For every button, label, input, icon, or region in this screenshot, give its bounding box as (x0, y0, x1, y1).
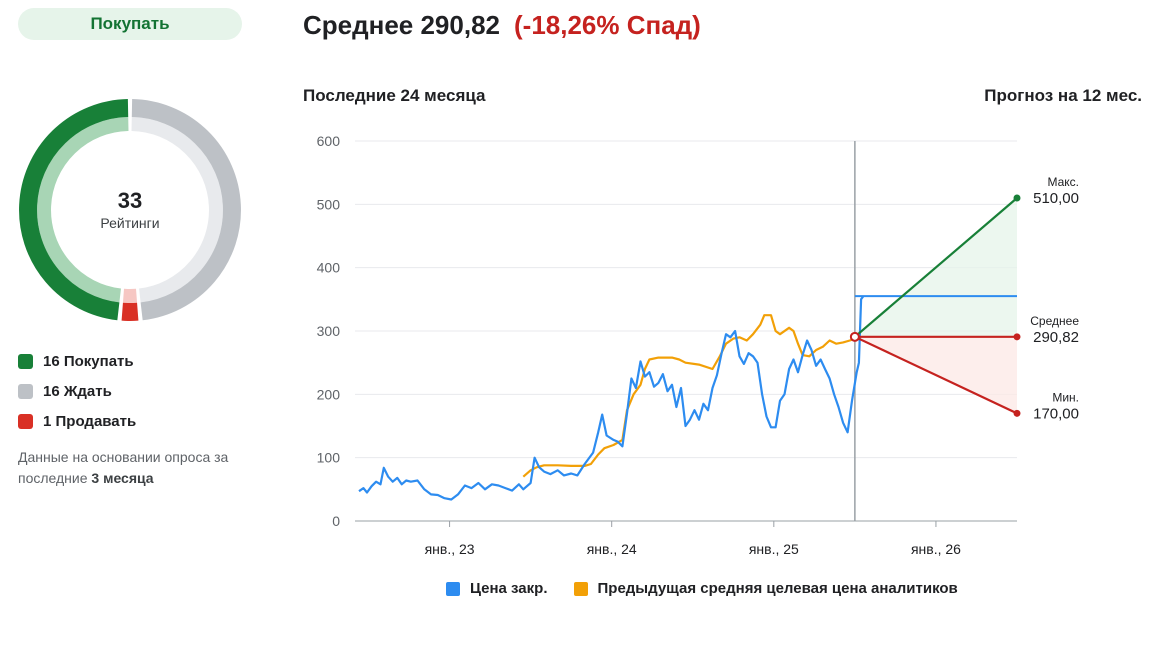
headline: Среднее 290,82 (-18,26% Спад) (303, 10, 701, 41)
price-target-chart: 0 100 200 300 400 500 600 янв., 23 янв., 24 янв.,… (317, 133, 1080, 557)
y-tick-label: 400 (317, 260, 341, 276)
forecast-start-point (849, 331, 860, 342)
x-tick-label: янв., 24 (587, 541, 637, 557)
y-tick-label: 200 (317, 386, 341, 402)
donut-buy-inner-arc (37, 117, 129, 303)
legend-close-price-label: Цена закр. (470, 580, 548, 597)
forecast-min-line (854, 335, 1018, 415)
sell-swatch (18, 413, 33, 429)
forecast-min-point (1013, 409, 1021, 417)
survey-note-text: Данные на основании опроса за последние (18, 449, 229, 486)
ratings-donut (19, 99, 241, 322)
x-tick-label: янв., 25 (749, 541, 799, 557)
forecast-max-label: Макс. (1047, 175, 1079, 189)
forecast-avg-point (1013, 333, 1021, 341)
donut-hold-outer-arc (131, 99, 241, 321)
hold-swatch (18, 383, 33, 399)
forecast-max-value: 510,00 (1033, 190, 1079, 207)
legend-close-price: Цена закр. (446, 580, 548, 597)
change-percent: (-18,26% Спад) (514, 10, 701, 40)
donut-hold-inner-arc (131, 117, 223, 303)
y-tick-label: 100 (317, 450, 341, 466)
prev-target-swatch (573, 581, 588, 596)
average-target-title: Среднее 290,82 (303, 10, 500, 40)
forecast-min-label: Мин. (1052, 390, 1079, 404)
legend-hold-label: 16 Ждать (43, 382, 112, 400)
survey-note-period: 3 месяца (91, 470, 154, 486)
prev-target-line (522, 314, 860, 478)
legend-prev-target-label: Предыдущая средняя целевая цена аналитик… (597, 580, 958, 597)
y-tick-label: 300 (317, 323, 341, 339)
close-price-swatch (446, 581, 460, 596)
survey-note: Данные на основании опроса за последние … (18, 447, 258, 489)
legend-sell: 1 Продавать (18, 406, 136, 436)
forecast-avg-label: Среднее (1030, 314, 1079, 328)
legend-sell-label: 1 Продавать (43, 412, 137, 430)
y-tick-label: 600 (317, 133, 341, 149)
donut-buy-outer-arc (19, 99, 129, 321)
x-tick-label: янв., 26 (911, 541, 961, 557)
ratings-legend: 16 Покупать 16 Ждать 1 Продавать (18, 346, 136, 436)
consensus-badge: Покупать (18, 8, 242, 40)
buy-swatch (18, 353, 33, 369)
forecast-min-value: 170,00 (1033, 405, 1079, 422)
y-tick-label: 500 (317, 196, 341, 212)
legend-hold: 16 Ждать (18, 376, 136, 406)
forecast-avg-value: 290,82 (1033, 329, 1079, 346)
forecast-label: Прогноз на 12 мес. (984, 86, 1142, 105)
forecast-max-line (854, 197, 1018, 338)
legend-buy: 16 Покупать (18, 346, 136, 376)
legend-prev-target: Предыдущая средняя целевая цена аналитик… (573, 580, 958, 597)
close-price-line (358, 295, 865, 501)
legend-buy-label: 16 Покупать (43, 352, 134, 370)
y-tick-label: 0 (332, 513, 340, 529)
forecast-max-point (1013, 194, 1021, 202)
x-tick-label: янв., 23 (425, 541, 475, 557)
chart-legend: Цена закр. Предыдущая средняя целевая це… (446, 580, 984, 597)
period-label: Последние 24 месяца (303, 86, 486, 105)
